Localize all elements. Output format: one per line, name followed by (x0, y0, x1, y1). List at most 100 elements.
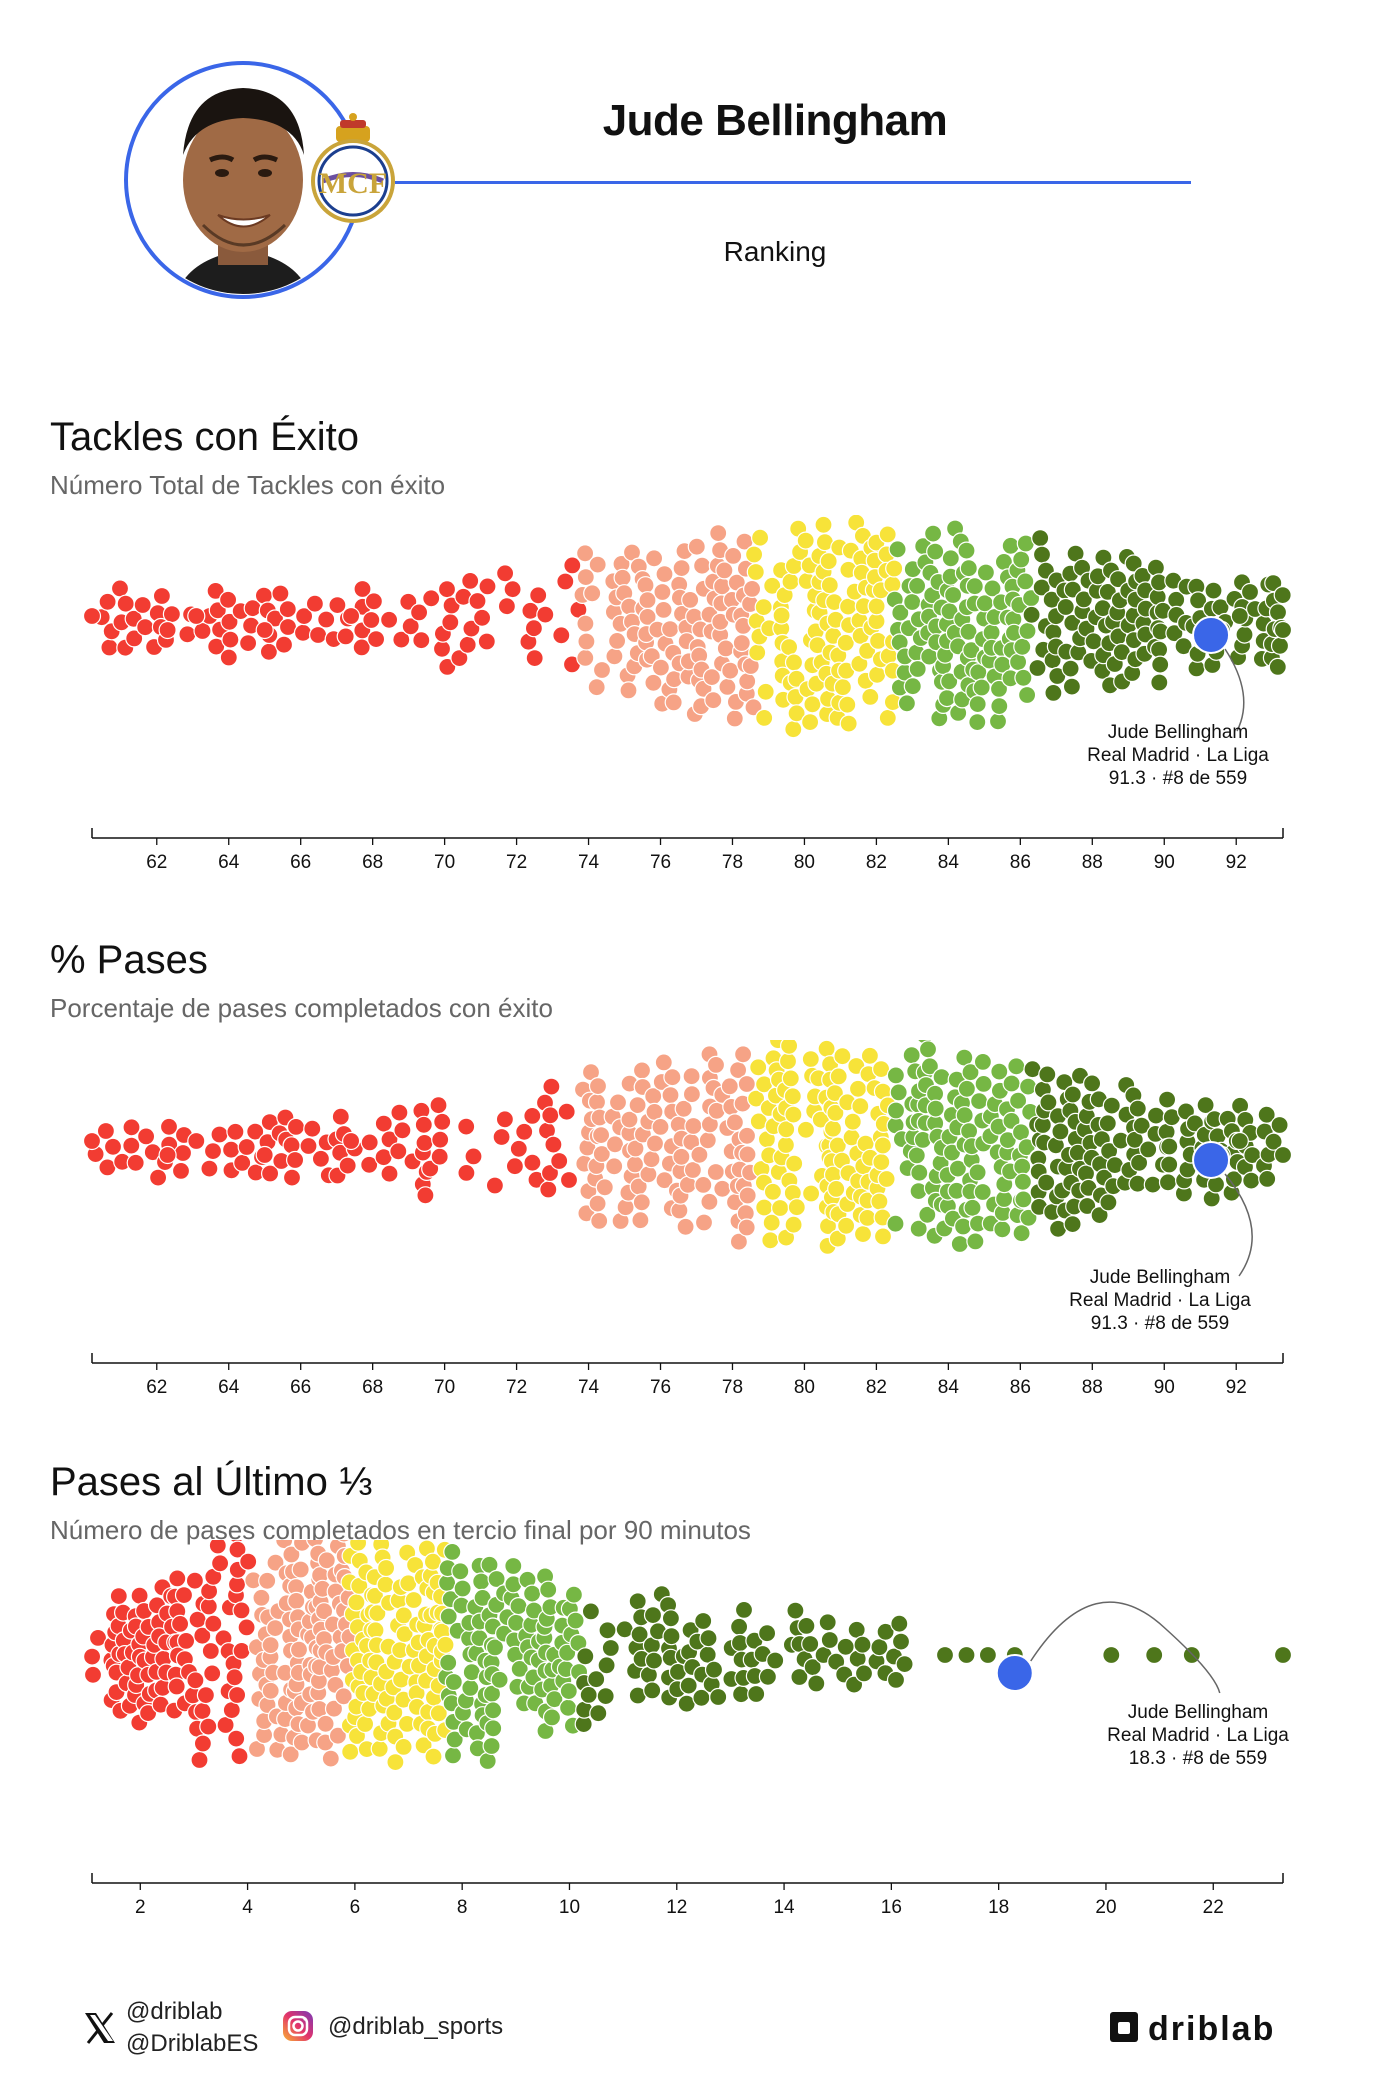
x-tick-label: 64 (218, 1377, 240, 1398)
data-point (380, 1164, 399, 1183)
data-point (605, 1135, 625, 1154)
data-point (341, 1742, 360, 1761)
data-point (598, 1621, 617, 1640)
data-point (654, 600, 673, 620)
data-point (399, 592, 418, 611)
chart-1-subtitle: Número Total de Tackles con éxito (50, 470, 446, 500)
data-point (990, 697, 1009, 716)
data-point (1258, 1169, 1277, 1188)
data-point (394, 1737, 413, 1756)
data-point (836, 1216, 856, 1235)
data-point (523, 1106, 542, 1126)
data-point (203, 1141, 223, 1161)
x-tick-label: 74 (578, 852, 600, 873)
data-point (484, 1701, 503, 1720)
highlighted-player-point[interactable] (1192, 1141, 1231, 1179)
data-point (305, 594, 324, 613)
highlight-label-name: Jude Bellingham (1090, 1267, 1230, 1288)
data-point (237, 1137, 256, 1157)
data-point (1018, 1077, 1038, 1096)
data-point (908, 659, 927, 679)
data-point (918, 1040, 938, 1059)
data-point (492, 1127, 511, 1147)
data-point (694, 1175, 713, 1194)
data-point (749, 1058, 768, 1077)
data-point (963, 1198, 982, 1217)
data-point (265, 609, 285, 628)
data-point (790, 1667, 809, 1687)
data-point (1188, 591, 1208, 610)
data-point (485, 1176, 504, 1195)
data-point (796, 531, 815, 550)
highlighted-player-point[interactable] (995, 1654, 1034, 1692)
x-tick-label: 64 (218, 852, 240, 873)
data-point (392, 630, 411, 649)
x-tick-label: 82 (866, 852, 887, 873)
data-point (1018, 621, 1037, 641)
data-point (591, 1125, 611, 1145)
data-point (948, 1159, 968, 1178)
data-point (644, 1651, 664, 1670)
data-point (982, 623, 1001, 642)
data-point (861, 687, 880, 706)
x-handle-2[interactable]: @DriblabES (126, 2030, 259, 2057)
data-point (877, 1169, 896, 1189)
x-tick-label: 62 (146, 1377, 167, 1398)
data-point (103, 1137, 123, 1156)
data-point (873, 1227, 893, 1246)
outlier-point (1273, 1645, 1293, 1665)
data-point (632, 1193, 651, 1212)
data-point (620, 1110, 639, 1129)
data-point (619, 681, 638, 700)
data-point (833, 1047, 852, 1066)
data-point (772, 606, 791, 625)
data-point (295, 606, 314, 626)
data-point (721, 661, 740, 680)
data-point (694, 1213, 714, 1232)
x-tick-label: 8 (457, 1897, 468, 1918)
data-point (331, 1107, 350, 1126)
data-point (1008, 652, 1028, 672)
data-point (1242, 1171, 1261, 1190)
data-point (1062, 677, 1082, 696)
data-point (891, 1632, 911, 1651)
x-tick-label: 16 (881, 1897, 902, 1918)
data-point (544, 1135, 563, 1154)
data-point (902, 1046, 921, 1065)
outlier-point (935, 1645, 955, 1665)
data-point (1270, 1115, 1289, 1135)
outlier-point (1230, 1131, 1249, 1151)
data-point (472, 1572, 491, 1591)
data-point (903, 592, 922, 612)
data-point (1268, 603, 1288, 622)
data-point (690, 1145, 709, 1164)
x-tick-label: 92 (1226, 1377, 1247, 1398)
x-handle-1[interactable]: @driblab (126, 1998, 223, 2025)
data-point (577, 632, 596, 651)
data-point (851, 1097, 870, 1116)
data-point (800, 713, 820, 732)
data-point (1160, 1137, 1179, 1156)
data-point (468, 591, 487, 611)
data-point (576, 567, 595, 587)
data-point (973, 1052, 993, 1071)
data-point (801, 1634, 820, 1654)
data-point (317, 610, 336, 629)
data-point (1270, 636, 1290, 655)
data-point (826, 1103, 845, 1123)
x-tick-label: 14 (773, 1897, 795, 1918)
data-point (133, 595, 152, 615)
data-point (607, 631, 627, 651)
outlier-point (1102, 1645, 1121, 1665)
data-point (545, 1690, 564, 1709)
instagram-handle[interactable]: @driblab_sports (328, 2013, 504, 2040)
data-point (98, 592, 117, 611)
data-point (734, 1600, 754, 1620)
data-point (838, 695, 857, 714)
x-tick-label: 72 (506, 1377, 527, 1398)
data-point (266, 1553, 285, 1572)
x-logo-icon[interactable] (82, 2010, 118, 2046)
highlighted-player-point[interactable] (1192, 616, 1231, 654)
instagram-icon[interactable] (282, 2010, 314, 2042)
data-point (315, 1602, 334, 1621)
